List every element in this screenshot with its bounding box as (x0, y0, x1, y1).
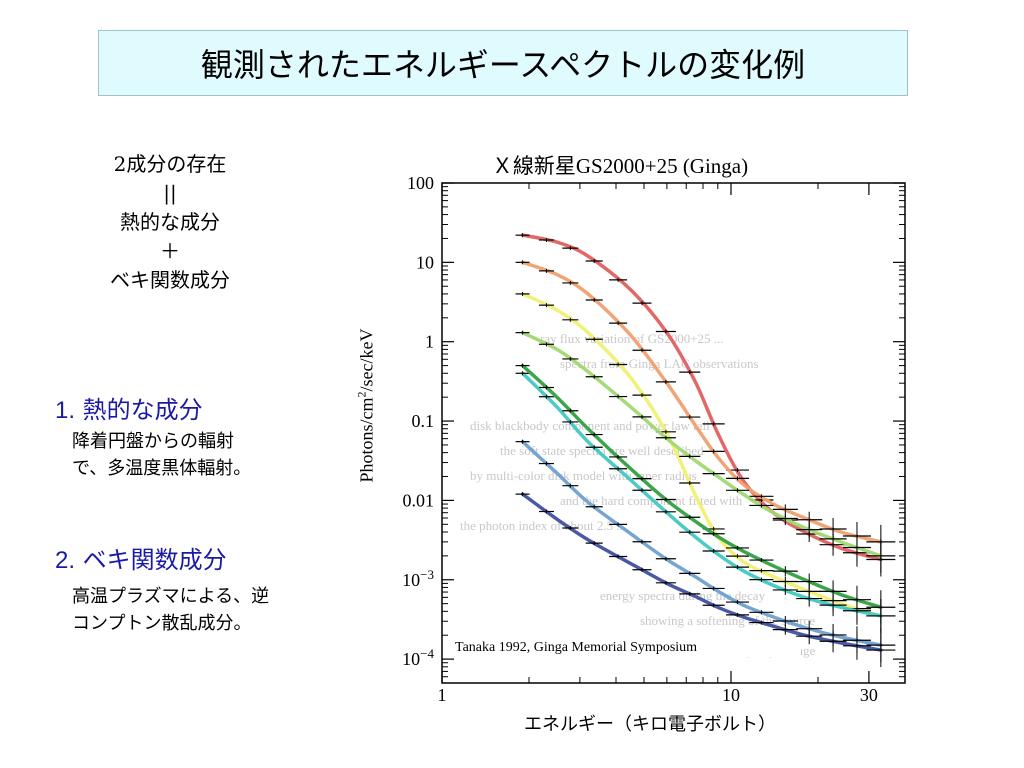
section-1-heading: 1. 熱的な成分 (55, 390, 203, 425)
y-tick-label: 0.01 (403, 490, 435, 510)
chart-title: Ｘ線新星GS2000+25 (Ginga) (491, 154, 749, 178)
section-2-title: ベキ関数成分 (82, 547, 227, 574)
credit-background (451, 637, 801, 657)
y-tick-label: 10−3 (402, 567, 434, 590)
x-tick-label: 30 (860, 685, 878, 705)
y-tick-label: 1 (425, 332, 434, 352)
slide-title-text: 観測されたエネルギースペクトルの変化例 (200, 46, 806, 84)
y-tick-label: 100 (407, 173, 434, 193)
section-1-number: 1. (55, 397, 76, 424)
background-scan-text: by multi-color disk model with inner rad… (470, 468, 697, 483)
background-scan-text: spectra from Ginga LAC observations (560, 356, 759, 371)
background-scan-text: the photon index of about 2.5 ... (460, 518, 626, 533)
plot-frame (441, 182, 906, 684)
series-6-line (520, 363, 883, 610)
summary-line-3: 熱的な成分 (120, 210, 220, 234)
y-tick-label: 10 (416, 252, 434, 272)
component-summary: 2成分の存在 || 熱的な成分 ＋ ベキ関数成分 (70, 150, 270, 295)
section-1-body: 降着円盤からの輻射 で、多温度黒体輻射。 (72, 428, 251, 482)
summary-line-2: || (163, 181, 177, 205)
y-tick-label: 0.1 (412, 411, 435, 431)
summary-line-4: ＋ (160, 239, 180, 263)
x-tick-label: 1 (438, 685, 447, 705)
y-tick-label: 10−4 (402, 646, 434, 669)
section-1-title: 熱的な成分 (82, 397, 203, 424)
summary-line-5: ベキ関数成分 (110, 268, 230, 292)
section-2-number: 2. (55, 547, 76, 574)
chart-credit: Tanaka 1992, Ginga Memorial Symposium (455, 640, 697, 655)
section-2-line-1: 高温プラズマによる、逆 (72, 586, 270, 607)
section-2-heading: 2. ベキ関数成分 (55, 540, 227, 575)
section-1-line-2: で、多温度黒体輻射。 (72, 458, 252, 479)
slide-title: 観測されたエネルギースペクトルの変化例 (98, 30, 908, 96)
x-tick-label: 10 (722, 685, 740, 705)
background-scan-text: the soft state spectra are well describe… (500, 443, 704, 458)
section-2-body: 高温プラズマによる、逆 コンプトン散乱成分。 (72, 583, 269, 637)
section-1-line-1: 降着円盤からの輻射 (72, 431, 234, 452)
section-2-line-2: コンプトン散乱成分。 (72, 613, 252, 634)
series-3-line (520, 292, 883, 618)
summary-line-1: 2成分の存在 (113, 152, 227, 176)
background-scan-text: energy spectra during the decay (600, 588, 766, 603)
x-axis-label: エネルギー（キロ電子ボルト） (524, 714, 776, 735)
